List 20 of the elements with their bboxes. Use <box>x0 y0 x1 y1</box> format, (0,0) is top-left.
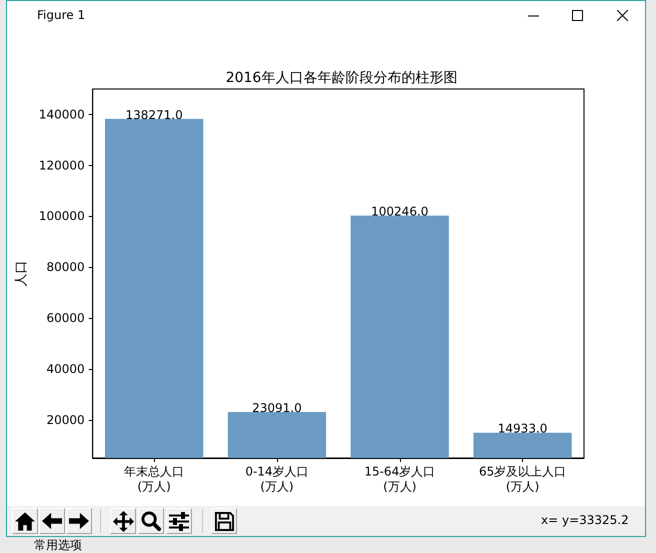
y-tick-label: 140000 <box>38 107 85 122</box>
y-tick-label: 100000 <box>38 209 85 224</box>
y-axis-title: 人口 <box>14 260 29 286</box>
y-tick-label: 80000 <box>46 260 85 274</box>
y-tick-label: 120000 <box>38 158 85 172</box>
text: 常用选项 <box>34 538 82 552</box>
data-label: 100246.0 <box>371 204 428 219</box>
caption: Figure 1 <box>37 8 86 23</box>
text: x= y=33325.2 <box>541 513 629 528</box>
chart-title: 2016年人口各年龄阶段分布的柱形图 <box>226 70 458 86</box>
y-tick-label: 40000 <box>46 362 85 376</box>
data-label: 138271.0 <box>125 108 183 122</box>
x-tick-label: 0-14岁人口(万人) <box>245 464 309 494</box>
x-tick-label: 年末总人口(万人) <box>124 464 184 494</box>
data-label: 14933.0 <box>498 422 548 436</box>
data-label: 23091.0 <box>252 400 302 415</box>
x-tick-label: 65岁及以上人口(万人) <box>478 464 566 494</box>
x-tick-label: 15-64岁人口(万人) <box>364 464 436 494</box>
y-tick-label: 60000 <box>46 311 85 326</box>
y-tick-label: 20000 <box>46 412 85 427</box>
